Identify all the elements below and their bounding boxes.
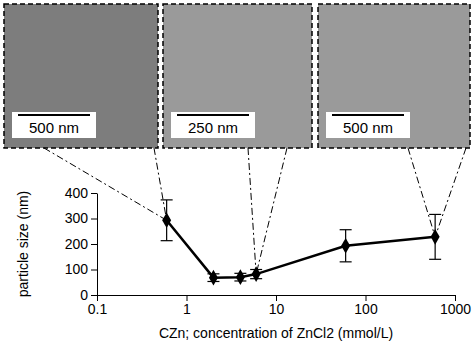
y-tick-label: 400 [65, 185, 89, 201]
data-point [431, 229, 440, 245]
y-tick-mark [91, 270, 97, 271]
scale-bar [177, 114, 249, 116]
y-tick-mark [91, 193, 97, 194]
micrograph-panels: 500 nm 250 nm 500 nm [4, 4, 470, 148]
x-axis-title: CZn; concentration of ZnCl2 (mmol/L) [159, 325, 393, 341]
x-tick-label: 10 [269, 301, 285, 317]
x-tick-label: 1000 [440, 301, 471, 317]
y-tick-mark [91, 219, 97, 220]
connectors [44, 148, 466, 274]
scale-bar [18, 114, 90, 116]
error-bar [429, 214, 441, 259]
x-tick: 0.1 [88, 295, 108, 317]
connector-line [248, 148, 256, 274]
error-bar-cap [429, 214, 441, 215]
data-point [236, 269, 245, 285]
y-tick-label: 300 [65, 210, 89, 226]
scale-bar [332, 114, 404, 116]
micrograph: 250 nm [163, 4, 312, 148]
connector-line [44, 148, 167, 220]
connector-line [256, 148, 287, 274]
micrograph-image [318, 4, 470, 148]
micrograph-image [4, 4, 158, 148]
x-tick: 1 [183, 295, 191, 317]
y-tick: 100 [65, 261, 97, 277]
micrograph-image [163, 4, 312, 148]
x-tick: 10 [269, 295, 285, 317]
micrograph: 500 nm [4, 4, 158, 148]
error-bar-cap [429, 259, 441, 260]
y-tick: 300 [65, 210, 97, 226]
data-point [162, 212, 171, 228]
plot-area [161, 200, 442, 286]
x-tick-label: 0.1 [88, 301, 108, 317]
y-axis-title: particle size (nm) [15, 191, 31, 298]
scale-bar-box [12, 112, 96, 138]
scale-bar-box [326, 112, 410, 138]
connector-line [435, 148, 466, 237]
y-tick-mark [91, 244, 97, 245]
x-tick: 100 [354, 295, 378, 317]
scale-bar-box [171, 112, 255, 138]
error-bar-cap [340, 261, 352, 262]
error-bar [161, 200, 173, 241]
micrograph: 500 nm [318, 4, 470, 148]
scale-bar-label: 500 nm [343, 119, 393, 136]
error-bar [340, 230, 352, 262]
x-axis: 0.1 1 10 100 1000 [88, 295, 472, 317]
y-tick: 0 [80, 287, 97, 303]
y-tick-label: 200 [65, 236, 89, 252]
y-tick: 200 [65, 236, 97, 252]
error-bar-cap [340, 229, 352, 230]
data-point [209, 270, 218, 286]
y-tick-label: 100 [65, 261, 89, 277]
x-tick: 1000 [440, 295, 471, 317]
data-point [252, 266, 261, 282]
y-tick-mark [91, 295, 97, 296]
y-axis-line [97, 194, 98, 296]
error-bar-cap [161, 240, 173, 241]
connector-line [154, 148, 167, 220]
scale-bar-label: 500 nm [29, 119, 79, 136]
chart: 500 nm 250 nm 500 nm 0.1 1 10 100 1000 0 100 200 30… [0, 0, 474, 353]
y-tick-label: 0 [80, 287, 88, 303]
y-axis: 0 100 200 300 400 [65, 185, 98, 303]
x-tick-label: 100 [354, 301, 378, 317]
y-tick: 400 [65, 185, 97, 201]
error-bar-cap [161, 199, 173, 200]
data-point [341, 238, 350, 254]
connector-line [408, 148, 435, 237]
x-tick-label: 1 [183, 301, 191, 317]
data-line [167, 220, 436, 277]
scale-bar-label: 250 nm [188, 119, 238, 136]
